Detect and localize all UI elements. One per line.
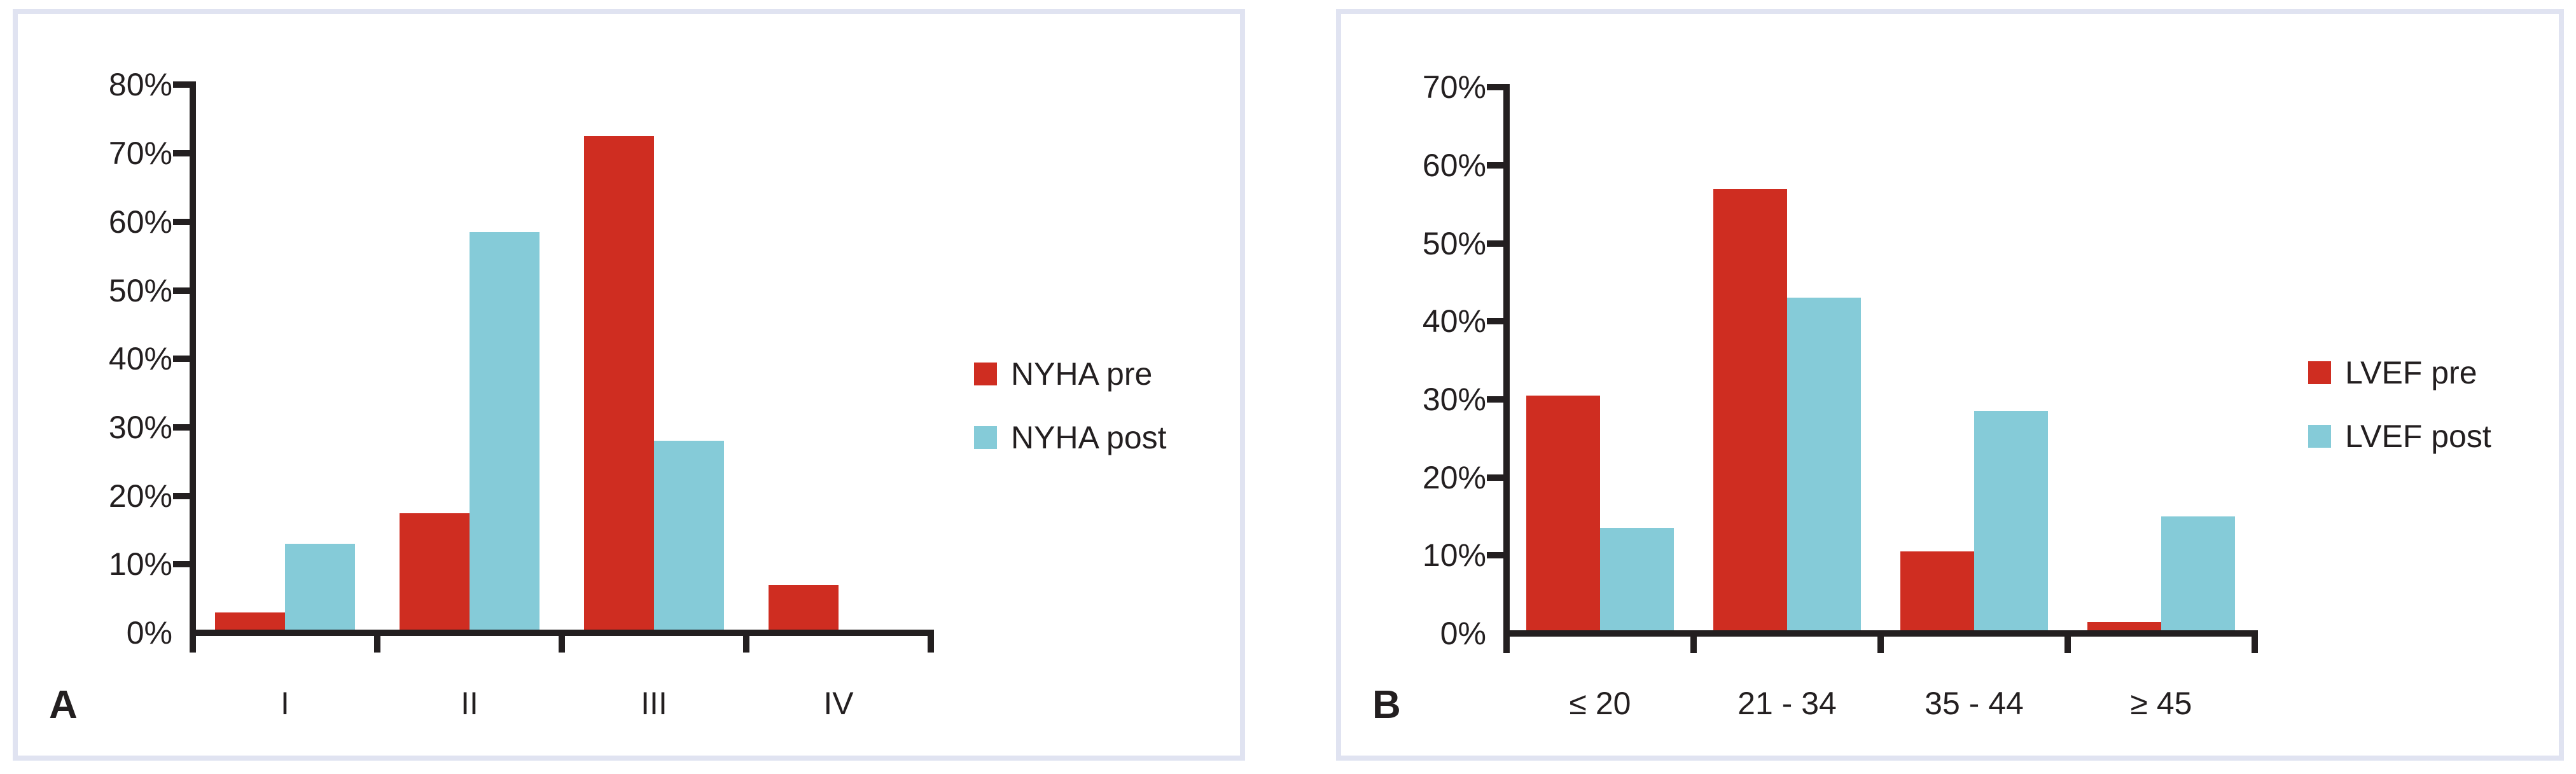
y-tick xyxy=(1487,162,1503,169)
legend-swatch-post xyxy=(974,426,997,449)
y-tick-label: 40% xyxy=(108,341,172,377)
y-tick xyxy=(173,287,190,294)
bar-nyha-post-ii xyxy=(470,232,540,633)
panel-b: 0% 10% 20% 30% 40% 50% 60% 70% ≤ 20 21 - 34 35 - 4… xyxy=(1336,9,2564,761)
chart-area-a: 0% 10% 20% 30% 40% 50% 60% 70% 80% I II III IV xyxy=(13,9,1235,750)
bar-lvef-pre-21-34 xyxy=(1713,189,1787,633)
y-tick xyxy=(173,424,190,431)
legend-a: NYHA pre NYHA post xyxy=(974,356,1167,483)
y-tick-label: 70% xyxy=(1422,69,1486,106)
x-category-label-45: ≥ 45 xyxy=(2130,686,2192,721)
legend-label-post: LVEF post xyxy=(2345,418,2491,454)
bar-nyha-pre-i xyxy=(215,612,285,633)
y-tick xyxy=(173,218,190,225)
x-tick xyxy=(559,630,565,653)
x-tick xyxy=(928,630,934,653)
x-tick xyxy=(743,630,749,653)
x-category-label-21-34: 21 - 34 xyxy=(1737,686,1837,721)
x-tick xyxy=(1690,630,1697,653)
y-tick-label: 0% xyxy=(126,615,172,651)
panel-letter-a: A xyxy=(49,683,78,727)
y-tick xyxy=(173,150,190,157)
legend-label-pre: LVEF pre xyxy=(2345,355,2477,390)
legend-item: LVEF pre xyxy=(2308,355,2491,390)
x-category-label-20: ≤ 20 xyxy=(1569,686,1631,721)
bar-lvef-pre-35-44 xyxy=(1900,551,1974,633)
y-tick xyxy=(1487,396,1503,403)
bar-lvef-pre-20 xyxy=(1526,396,1600,633)
y-tick-label: 60% xyxy=(1422,147,1486,183)
y-tick xyxy=(1487,552,1503,559)
bar-lvef-post-20 xyxy=(1600,528,1674,633)
legend-swatch-pre xyxy=(2308,361,2331,384)
x-tick xyxy=(190,630,196,653)
y-tick-label: 10% xyxy=(1422,537,1486,574)
y-axis xyxy=(190,81,196,649)
y-tick-label: 0% xyxy=(1440,616,1486,651)
y-tick xyxy=(173,81,190,88)
legend-swatch-post xyxy=(2308,425,2331,448)
bar-lvef-post-45 xyxy=(2161,516,2235,633)
x-tick xyxy=(2064,630,2071,653)
y-tick xyxy=(173,561,190,568)
y-tick-label: 20% xyxy=(108,478,172,514)
y-tick-label: 80% xyxy=(108,67,172,103)
legend-label-pre: NYHA pre xyxy=(1011,356,1153,392)
panel-letter-b: B xyxy=(1372,683,1401,727)
panel-a: 0% 10% 20% 30% 40% 50% 60% 70% 80% I II III IV A NYH… xyxy=(13,9,1245,761)
x-category-label-iv: IV xyxy=(823,686,854,721)
x-category-label-iii: III xyxy=(641,686,667,721)
x-tick xyxy=(1877,630,1884,653)
legend-b: LVEF pre LVEF post xyxy=(2308,355,2491,482)
bar-nyha-pre-iii xyxy=(584,136,654,633)
x-tick xyxy=(374,630,380,653)
y-tick-label: 10% xyxy=(108,546,172,583)
y-tick xyxy=(1487,84,1503,91)
legend-label-post: NYHA post xyxy=(1011,420,1167,455)
bar-nyha-post-i xyxy=(285,544,355,633)
y-tick-label: 50% xyxy=(1422,225,1486,261)
y-tick-label: 20% xyxy=(1422,459,1486,495)
y-tick xyxy=(1487,318,1503,325)
y-tick xyxy=(1487,240,1503,247)
bar-nyha-pre-iv xyxy=(769,585,839,633)
y-tick-label: 30% xyxy=(1422,381,1486,417)
chart-area-b: 0% 10% 20% 30% 40% 50% 60% 70% ≤ 20 21 - 34 35 - 4… xyxy=(1336,9,2554,750)
legend-swatch-pre xyxy=(974,363,997,385)
bar-lvef-post-21-34 xyxy=(1787,298,1861,633)
y-axis xyxy=(1503,84,1510,650)
bar-nyha-pre-ii xyxy=(400,513,470,633)
legend-item: NYHA pre xyxy=(974,356,1167,392)
legend-item: NYHA post xyxy=(974,420,1167,455)
y-tick xyxy=(173,356,190,363)
x-category-label-35-44: 35 - 44 xyxy=(1925,686,2024,721)
x-category-label-ii: II xyxy=(461,686,478,721)
bar-lvef-post-35-44 xyxy=(1974,411,2048,633)
y-tick-label: 70% xyxy=(108,135,172,172)
y-tick xyxy=(173,492,190,499)
y-tick-label: 30% xyxy=(108,409,172,445)
x-tick xyxy=(1503,630,1510,653)
bar-nyha-post-iii xyxy=(654,441,724,633)
x-tick xyxy=(2252,630,2258,653)
y-tick-label: 60% xyxy=(108,204,172,240)
y-tick xyxy=(1487,474,1503,481)
x-category-label-i: I xyxy=(281,686,289,721)
y-tick-label: 50% xyxy=(108,272,172,308)
y-tick-label: 40% xyxy=(1422,303,1486,340)
legend-item: LVEF post xyxy=(2308,418,2491,454)
